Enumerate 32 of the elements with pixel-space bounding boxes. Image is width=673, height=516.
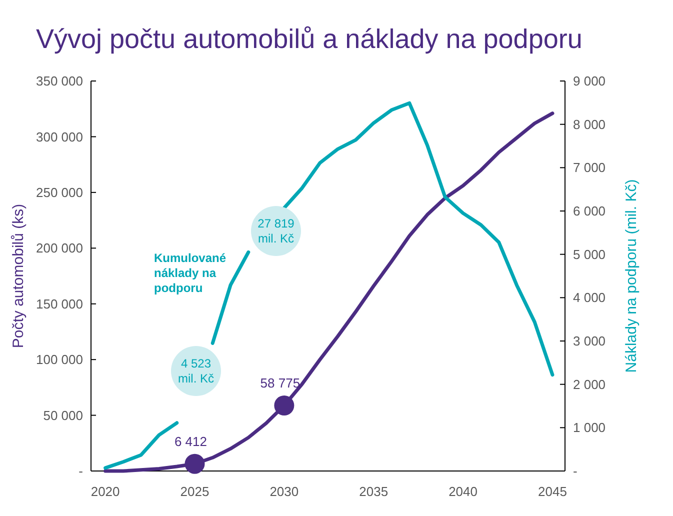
y2-tick-label: 2 000	[573, 376, 606, 392]
data-label: 6 412	[174, 434, 208, 449]
y-tick-label: 250 000	[36, 184, 83, 200]
x-tick-label: 2020	[90, 484, 120, 499]
chart-title: Vývoj počtu automobilů a náklady na podporu	[36, 24, 582, 54]
y2-axis-title: Náklady na podporu (mil. Kč)	[623, 179, 640, 373]
y-tick-label: 200 000	[36, 240, 83, 256]
y-axis-title: Počty automobilů (ks)	[10, 204, 27, 348]
x-tick-label: 2025	[180, 484, 210, 499]
y2-tick-label: -	[573, 464, 578, 479]
y2-tick-label: 1 000	[573, 420, 606, 436]
annotation: 4 523 mil. Kč	[178, 356, 214, 386]
y2-tick-label: 7 000	[573, 160, 606, 176]
y-tick-label: 100 000	[36, 352, 83, 368]
x-tick-label: 2045	[538, 484, 567, 499]
y-tick-label: -	[78, 464, 83, 479]
x-tick-label: 2030	[270, 484, 299, 499]
annotation: 27 819 mil. Kč	[258, 216, 295, 246]
y2-tick-label: 9 000	[573, 74, 606, 89]
y-tick-label: 350 000	[36, 74, 83, 89]
y-tick-label: 300 000	[36, 129, 83, 144]
y-tick-label: 50 000	[43, 408, 83, 423]
x-tick-label: 2035	[359, 484, 388, 499]
x-tick-label: 2040	[448, 484, 478, 499]
y2-tick-label: 6 000	[573, 204, 606, 219]
y2-tick-label: 5 000	[573, 246, 606, 262]
y-tick-label: 150 000	[36, 296, 83, 312]
y2-tick-label: 3 000	[573, 334, 606, 349]
y2-tick-label: 8 000	[573, 116, 606, 132]
data-label: 58 775	[260, 376, 300, 391]
annotation: Kumulované náklady na podporu	[154, 251, 226, 295]
y2-tick-label: 4 000	[573, 290, 606, 306]
